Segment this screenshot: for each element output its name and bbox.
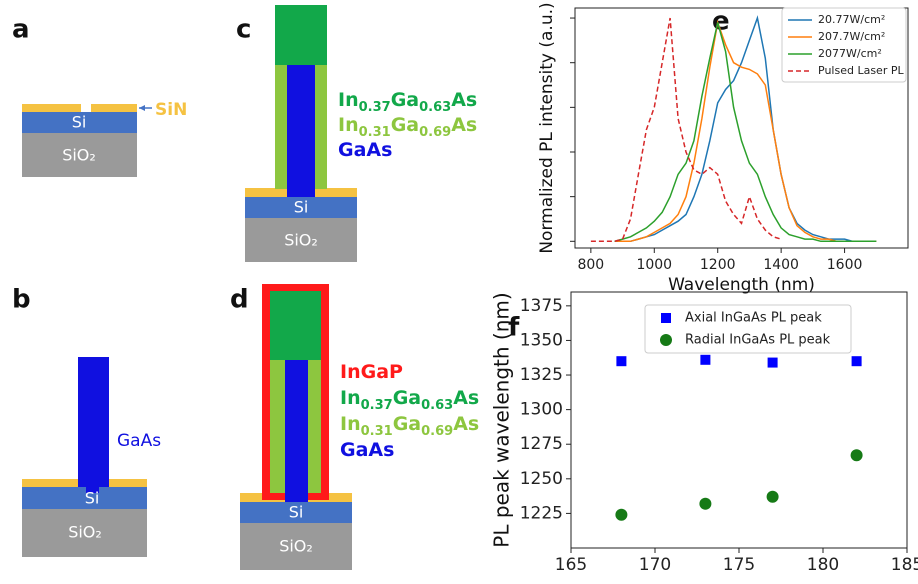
y-tick-label: 1375 xyxy=(520,296,563,316)
legend-label: Pulsed Laser PL xyxy=(818,64,904,77)
layer-label: Si xyxy=(289,503,304,522)
material-label: In0.37Ga0.63As xyxy=(340,387,479,414)
sin-layer xyxy=(22,479,85,487)
formula-part: 0.63 xyxy=(419,100,451,115)
x-tick-label: 1200 xyxy=(700,257,736,273)
legend-label: Axial InGaAs PL peak xyxy=(685,311,822,326)
point xyxy=(700,355,710,365)
material-label: GaAs xyxy=(338,139,392,161)
axial-segment xyxy=(270,291,321,360)
material-label: InGaP xyxy=(340,361,403,383)
point xyxy=(767,491,779,503)
legend-swatch xyxy=(660,334,672,346)
formula-part: As xyxy=(453,413,479,435)
formula-part: 0.31 xyxy=(361,424,393,439)
material-label: In0.31Ga0.69As xyxy=(338,114,477,141)
layer-label: SiO₂ xyxy=(68,523,102,542)
x-tick-label: 175 xyxy=(723,555,755,575)
material-label: GaAs xyxy=(340,439,394,461)
sin-layer xyxy=(22,104,81,112)
wire-label: GaAs xyxy=(117,431,161,451)
panel-label: c xyxy=(236,15,251,45)
point xyxy=(768,358,778,368)
x-tick-label: 1000 xyxy=(636,257,672,273)
sin-layer xyxy=(91,104,137,112)
point xyxy=(616,356,626,366)
axial-segment xyxy=(275,5,327,65)
formula-part: 0.69 xyxy=(421,424,453,439)
callout-label: SiN xyxy=(155,100,187,120)
legend-label: 207.7W/cm² xyxy=(818,30,885,43)
legend-label: Radial InGaAs PL peak xyxy=(685,333,831,348)
point xyxy=(852,356,862,366)
legend-label: 20.77W/cm² xyxy=(818,13,885,26)
material-label: In0.37Ga0.63As xyxy=(338,89,477,116)
layer-label: SiO₂ xyxy=(62,146,96,165)
layer-label: Si xyxy=(294,198,309,217)
layer-label: SiO₂ xyxy=(284,231,318,250)
formula-part: Ga xyxy=(393,387,421,409)
series-line xyxy=(591,18,781,241)
formula-part: In xyxy=(338,89,359,111)
y-axis-label: Normalized PL intensity (a.u.) xyxy=(537,2,557,253)
panel-label: d xyxy=(230,285,249,315)
formula-part: GaAs xyxy=(338,139,392,161)
arrow-head xyxy=(139,105,145,111)
formula-part: Ga xyxy=(393,413,421,435)
formula-part: 0.63 xyxy=(421,398,453,413)
panel-label: a xyxy=(12,15,30,45)
y-tick-label: 1275 xyxy=(520,434,563,454)
formula-part: In xyxy=(340,387,361,409)
x-tick-label: 165 xyxy=(555,555,587,575)
layer-label: Si xyxy=(72,113,87,132)
core xyxy=(285,360,308,502)
formula-part: In xyxy=(338,114,359,136)
x-tick-label: 1400 xyxy=(763,257,799,273)
material-label: In0.31Ga0.69As xyxy=(340,413,479,440)
y-tick-label: 1325 xyxy=(520,365,563,385)
formula-part: 0.69 xyxy=(419,125,451,140)
legend-swatch xyxy=(661,313,671,323)
point xyxy=(615,509,627,521)
nanowire xyxy=(78,357,109,487)
formula-part: GaAs xyxy=(340,439,394,461)
y-axis-label: PL peak wavelength (nm) xyxy=(490,292,514,547)
formula-part: In xyxy=(340,413,361,435)
x-tick-label: 800 xyxy=(577,257,604,273)
point xyxy=(851,449,863,461)
y-tick-label: 1225 xyxy=(520,503,563,523)
legend-label: 2077W/cm² xyxy=(818,47,882,60)
x-tick-label: 185 xyxy=(891,555,918,575)
sin-layer xyxy=(245,188,289,197)
formula-part: 0.37 xyxy=(361,398,393,413)
formula-part: InGaP xyxy=(340,361,403,383)
formula-part: 0.37 xyxy=(359,100,391,115)
y-tick-label: 1350 xyxy=(520,330,563,350)
formula-part: As xyxy=(451,89,477,111)
layer-label: Si xyxy=(85,489,100,508)
sin-layer xyxy=(313,188,357,197)
point xyxy=(699,498,711,510)
layer-label: SiO₂ xyxy=(279,537,313,556)
x-tick-label: 180 xyxy=(807,555,839,575)
formula-part: As xyxy=(453,387,479,409)
y-tick-label: 1250 xyxy=(520,469,563,489)
x-tick-label: 170 xyxy=(639,555,671,575)
formula-part: Ga xyxy=(391,114,419,136)
y-tick-label: 1300 xyxy=(520,400,563,420)
x-tick-label: 1600 xyxy=(827,257,863,273)
formula-part: Ga xyxy=(391,89,419,111)
panel-label: b xyxy=(12,285,31,315)
formula-part: As xyxy=(451,114,477,136)
core xyxy=(287,65,315,197)
